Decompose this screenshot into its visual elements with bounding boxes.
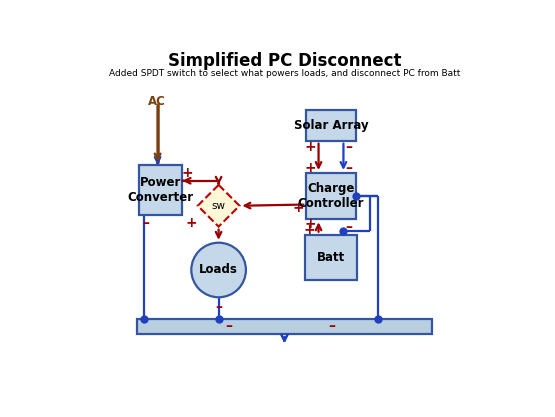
Text: Loads: Loads bbox=[199, 264, 238, 276]
Text: –: – bbox=[225, 319, 232, 334]
FancyBboxPatch shape bbox=[137, 319, 432, 334]
Ellipse shape bbox=[191, 243, 246, 297]
FancyBboxPatch shape bbox=[305, 235, 357, 280]
Text: –: – bbox=[215, 300, 222, 314]
Text: +: + bbox=[305, 140, 316, 153]
Text: Solar Array: Solar Array bbox=[294, 119, 369, 132]
Text: –: – bbox=[328, 319, 335, 334]
Text: –: – bbox=[346, 140, 353, 153]
Text: +: + bbox=[292, 201, 304, 215]
Text: Power
Converter: Power Converter bbox=[128, 176, 194, 204]
Text: Simplified PC Disconnect: Simplified PC Disconnect bbox=[168, 52, 401, 70]
Text: +: + bbox=[304, 223, 316, 237]
Text: +: + bbox=[185, 216, 197, 231]
Text: AC: AC bbox=[148, 95, 166, 108]
Text: +: + bbox=[305, 217, 316, 231]
Text: +: + bbox=[181, 166, 193, 180]
FancyBboxPatch shape bbox=[306, 110, 356, 141]
Text: Batt: Batt bbox=[317, 251, 345, 264]
FancyBboxPatch shape bbox=[139, 165, 183, 215]
Text: Added SPDT switch to select what powers loads, and disconnect PC from Batt: Added SPDT switch to select what powers … bbox=[109, 69, 460, 78]
Polygon shape bbox=[198, 185, 240, 227]
Text: sw: sw bbox=[211, 201, 226, 211]
Text: –: – bbox=[346, 161, 353, 175]
FancyBboxPatch shape bbox=[306, 173, 356, 219]
Text: –: – bbox=[142, 216, 149, 230]
Text: –: – bbox=[346, 220, 352, 234]
Text: Charge
Controller: Charge Controller bbox=[297, 182, 364, 210]
Text: +: + bbox=[305, 161, 316, 175]
